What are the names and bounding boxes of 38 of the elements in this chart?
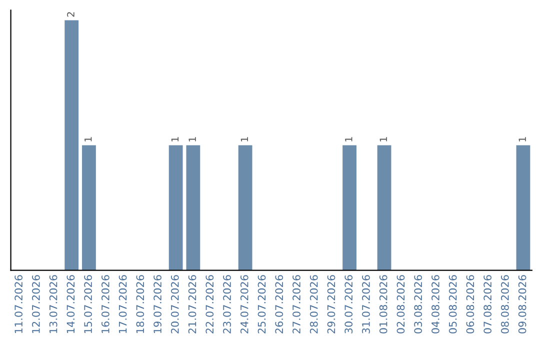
data-label: 1 — [84, 137, 92, 142]
x-tick-label: 09.08.2026 — [518, 275, 526, 334]
x-tick-label: 24.07.2026 — [240, 275, 248, 334]
x-tick-label: 03.08.2026 — [414, 275, 422, 334]
x-tick-label: 08.08.2026 — [500, 275, 509, 334]
x-tick-label: 01.08.2026 — [379, 275, 388, 334]
x-tick-label: 12.07.2026 — [32, 275, 40, 333]
x-tick-label: 23.07.2026 — [223, 275, 231, 334]
data-label: 1 — [188, 137, 196, 142]
x-tick-label: 29.07.2026 — [327, 275, 336, 334]
x-tick-label: 17.07.2026 — [118, 275, 127, 333]
x-tick-label: 20.07.2026 — [170, 275, 179, 334]
x-tick-label: 31.07.2026 — [362, 275, 370, 334]
x-tick-label: 16.07.2026 — [101, 275, 110, 333]
x-tick-label: 13.07.2026 — [49, 275, 58, 333]
data-label: 1 — [240, 137, 248, 142]
x-tick-label: 05.08.2026 — [448, 275, 457, 334]
data-label: 1 — [345, 137, 352, 142]
data-label: 2 — [67, 12, 74, 17]
data-label: 1 — [518, 137, 526, 142]
x-tick-label: 22.07.2026 — [206, 275, 214, 334]
x-tick-label: 06.08.2026 — [466, 275, 474, 334]
x-tick-label: 21.07.2026 — [188, 275, 196, 334]
x-tick-label: 30.07.2026 — [344, 275, 353, 334]
x-tick-label: 11.07.2026 — [14, 275, 23, 333]
x-tick-label: 25.07.2026 — [258, 275, 266, 334]
x-tick-label: 18.07.2026 — [136, 275, 144, 333]
x-tick-label: 15.07.2026 — [84, 275, 92, 333]
data-label: 1 — [171, 137, 178, 142]
x-tick-label: 07.08.2026 — [484, 275, 492, 334]
x-tick-label: 14.07.2026 — [66, 275, 75, 333]
x-tick-label: 28.07.2026 — [310, 275, 318, 334]
x-tick-label: 04.08.2026 — [432, 275, 440, 334]
x-tick-label: 19.07.2026 — [154, 275, 162, 333]
x-tick-label: 27.07.2026 — [292, 275, 300, 334]
x-tick-label: 26.07.2026 — [275, 275, 284, 334]
x-tick-label: 02.08.2026 — [396, 275, 405, 334]
data-label: 1 — [380, 137, 387, 142]
